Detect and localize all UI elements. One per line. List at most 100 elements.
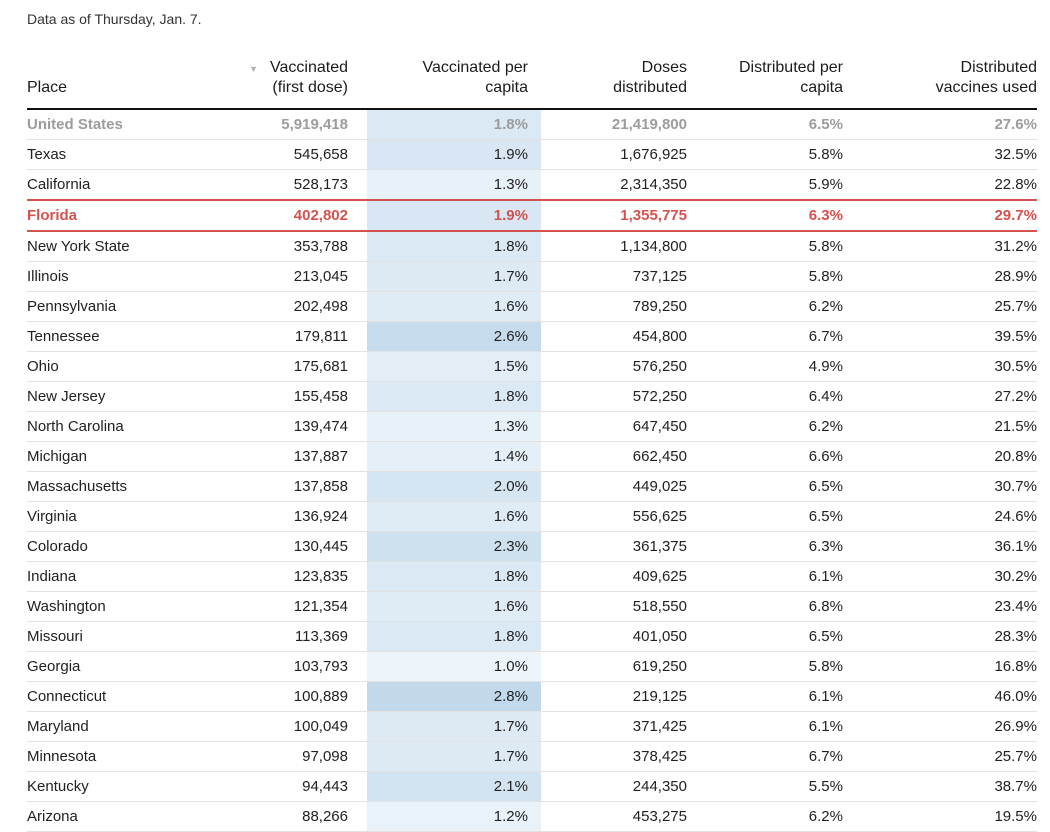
table-row-indiana: Indiana 123,835 1.8% 409,625 6.1% 30.2% (27, 561, 1037, 592)
cell-vaccinated-first-dose: 402,802 (240, 199, 367, 232)
cell-place: Pennsylvania (27, 291, 240, 322)
column-label: vaccines used (935, 79, 1037, 96)
cell-distributed-vaccines-used: 20.8% (856, 441, 1037, 472)
cell-distributed-per-capita: 4.9% (700, 351, 856, 382)
column-label: Place (27, 79, 68, 96)
cell-distributed-per-capita: 6.1% (700, 681, 856, 712)
cell-vaccinated-per-capita: 1.9% (367, 139, 541, 170)
cell-doses-distributed: 1,676,925 (541, 139, 700, 170)
cell-distributed-vaccines-used: 46.0% (856, 681, 1037, 712)
table-row-colorado: Colorado 130,445 2.3% 361,375 6.3% 36.1% (27, 531, 1037, 562)
cell-distributed-vaccines-used: 22.8% (856, 169, 1037, 201)
table-row-missouri: Missouri 113,369 1.8% 401,050 6.5% 28.3% (27, 621, 1037, 652)
cell-distributed-per-capita: 6.5% (700, 471, 856, 502)
cell-place: Colorado (27, 531, 240, 562)
cell-doses-distributed: 737,125 (541, 261, 700, 292)
cell-place: Maryland (27, 711, 240, 742)
cell-vaccinated-per-capita: 1.7% (367, 711, 541, 742)
cell-distributed-per-capita: 6.4% (700, 381, 856, 412)
cell-doses-distributed: 789,250 (541, 291, 700, 322)
cell-place: Connecticut (27, 681, 240, 712)
cell-doses-distributed: 576,250 (541, 351, 700, 382)
cell-distributed-vaccines-used: 21.5% (856, 411, 1037, 442)
cell-place: Missouri (27, 621, 240, 652)
cell-vaccinated-first-dose: 528,173 (240, 169, 367, 201)
cell-distributed-vaccines-used: 39.5% (856, 321, 1037, 352)
cell-distributed-per-capita: 5.5% (700, 771, 856, 802)
column-header-distributed-vaccines-used[interactable]: Distributed vaccines used (856, 54, 1037, 110)
cell-vaccinated-per-capita: 1.0% (367, 651, 541, 682)
cell-distributed-vaccines-used: 27.2% (856, 381, 1037, 412)
cell-place: Kentucky (27, 771, 240, 802)
column-label: Distributed per (738, 59, 843, 76)
column-header-doses-distributed[interactable]: Doses distributed (541, 54, 700, 110)
column-label: capita (485, 79, 528, 96)
table-row-maryland: Maryland 100,049 1.7% 371,425 6.1% 26.9% (27, 711, 1037, 742)
cell-vaccinated-per-capita: 2.8% (367, 681, 541, 712)
cell-distributed-per-capita: 6.1% (700, 711, 856, 742)
column-label: Doses (641, 59, 687, 76)
column-header-vaccinated-per-capita[interactable]: Vaccinated per capita (367, 54, 541, 110)
cell-vaccinated-first-dose: 103,793 (240, 651, 367, 682)
cell-vaccinated-per-capita: 1.4% (367, 441, 541, 472)
table-row-ohio: Ohio 175,681 1.5% 576,250 4.9% 30.5% (27, 351, 1037, 382)
cell-distributed-per-capita: 5.8% (700, 651, 856, 682)
cell-vaccinated-per-capita: 1.5% (367, 351, 541, 382)
cell-vaccinated-first-dose: 139,474 (240, 411, 367, 442)
vaccination-table: Place ▼ Vaccinated (first dose) (27, 54, 1037, 832)
sort-descending-icon: ▼ (249, 64, 259, 74)
cell-vaccinated-per-capita: 1.6% (367, 591, 541, 622)
table-row-massachusetts: Massachusetts 137,858 2.0% 449,025 6.5% … (27, 471, 1037, 502)
cell-vaccinated-per-capita: 2.1% (367, 771, 541, 802)
cell-vaccinated-first-dose: 100,049 (240, 711, 367, 742)
cell-vaccinated-per-capita: 1.8% (367, 231, 541, 262)
cell-distributed-vaccines-used: 26.9% (856, 711, 1037, 742)
cell-place: Virginia (27, 501, 240, 532)
cell-distributed-vaccines-used: 24.6% (856, 501, 1037, 532)
cell-distributed-vaccines-used: 30.2% (856, 561, 1037, 592)
cell-vaccinated-first-dose: 113,369 (240, 621, 367, 652)
cell-place: New York State (27, 231, 240, 262)
cell-vaccinated-per-capita: 1.3% (367, 411, 541, 442)
cell-distributed-per-capita: 6.7% (700, 321, 856, 352)
cell-vaccinated-first-dose: 155,458 (240, 381, 367, 412)
table-row-illinois: Illinois 213,045 1.7% 737,125 5.8% 28.9% (27, 261, 1037, 292)
cell-place: Michigan (27, 441, 240, 472)
cell-vaccinated-per-capita: 1.6% (367, 291, 541, 322)
cell-distributed-per-capita: 5.9% (700, 169, 856, 201)
cell-doses-distributed: 378,425 (541, 741, 700, 772)
cell-vaccinated-per-capita: 1.7% (367, 261, 541, 292)
cell-distributed-vaccines-used: 30.5% (856, 351, 1037, 382)
cell-distributed-vaccines-used: 32.5% (856, 139, 1037, 170)
data-as-of-note: Data as of Thursday, Jan. 7. (27, 11, 202, 27)
cell-vaccinated-per-capita: 2.3% (367, 531, 541, 562)
table-row-arizona: Arizona 88,266 1.2% 453,275 6.2% 19.5% (27, 801, 1037, 832)
cell-place: Indiana (27, 561, 240, 592)
table-row-tennessee: Tennessee 179,811 2.6% 454,800 6.7% 39.5… (27, 321, 1037, 352)
table-row-georgia: Georgia 103,793 1.0% 619,250 5.8% 16.8% (27, 651, 1037, 682)
table-row-new-jersey: New Jersey 155,458 1.8% 572,250 6.4% 27.… (27, 381, 1037, 412)
cell-doses-distributed: 361,375 (541, 531, 700, 562)
cell-distributed-vaccines-used: 23.4% (856, 591, 1037, 622)
cell-vaccinated-per-capita: 1.8% (367, 381, 541, 412)
column-header-place[interactable]: Place (27, 54, 240, 110)
column-header-distributed-per-capita[interactable]: Distributed per capita (700, 54, 856, 110)
cell-distributed-per-capita: 6.2% (700, 411, 856, 442)
cell-place: California (27, 169, 240, 201)
cell-doses-distributed: 556,625 (541, 501, 700, 532)
cell-distributed-per-capita: 6.8% (700, 591, 856, 622)
table-body: United States 5,919,418 1.8% 21,419,800 … (27, 109, 1037, 832)
cell-place: Georgia (27, 651, 240, 682)
cell-vaccinated-first-dose: 94,443 (240, 771, 367, 802)
cell-distributed-per-capita: 6.5% (700, 109, 856, 140)
cell-doses-distributed: 21,419,800 (541, 109, 700, 140)
cell-vaccinated-first-dose: 179,811 (240, 321, 367, 352)
cell-distributed-vaccines-used: 19.5% (856, 801, 1037, 832)
cell-vaccinated-first-dose: 213,045 (240, 261, 367, 292)
cell-distributed-per-capita: 5.8% (700, 139, 856, 170)
cell-distributed-per-capita: 6.5% (700, 621, 856, 652)
table-row-virginia: Virginia 136,924 1.6% 556,625 6.5% 24.6% (27, 501, 1037, 532)
column-header-vaccinated-first-dose[interactable]: ▼ Vaccinated (first dose) (240, 54, 367, 110)
cell-distributed-vaccines-used: 25.7% (856, 741, 1037, 772)
cell-vaccinated-first-dose: 353,788 (240, 231, 367, 262)
